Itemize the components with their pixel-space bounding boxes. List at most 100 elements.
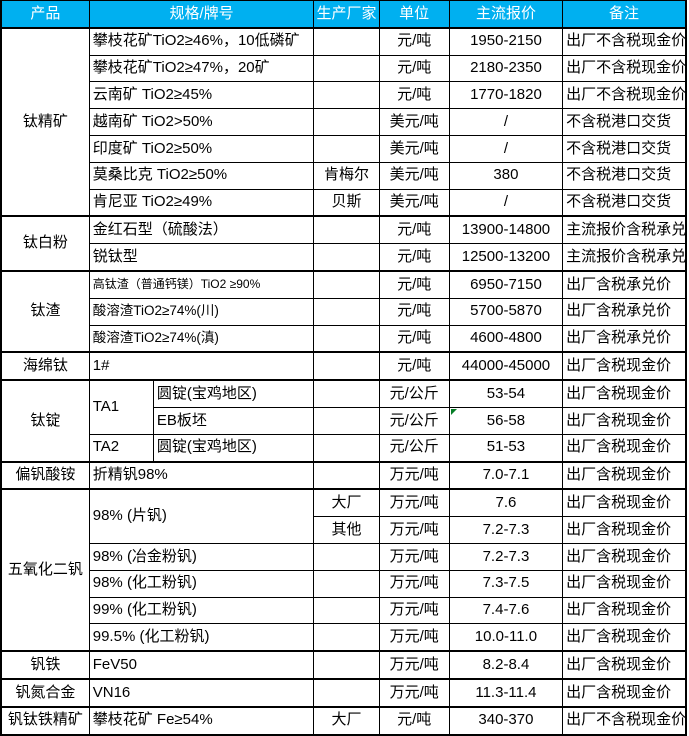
manufacturer-cell: 其他 <box>313 516 380 544</box>
spec-cell: 98% (化工粉钒) <box>88 569 315 598</box>
product-cell: 钛锭 <box>0 379 90 463</box>
price-cell: / <box>448 108 564 136</box>
spec-cell: 98% (片钒) <box>88 488 315 544</box>
note-cell: 出厂含税现金价 <box>562 516 687 544</box>
note-cell: 出厂含税承兑价 <box>562 324 687 353</box>
product-cell: 偏钒酸铵 <box>0 460 90 490</box>
price-cell: 6950-7150 <box>448 269 564 299</box>
unit-cell: 元/吨 <box>378 297 450 326</box>
unit-cell: 元/吨 <box>378 705 450 736</box>
unit-cell: 万元/吨 <box>378 542 450 571</box>
manufacturer-cell <box>313 134 380 163</box>
unit-cell: 元/吨 <box>378 243 450 272</box>
unit-cell: 元/吨 <box>378 324 450 353</box>
manufacturer-cell: 大厂 <box>313 488 380 518</box>
unit-cell: 元/吨 <box>378 81 450 110</box>
spec-cell: 攀枝花矿TiO2≥46%，10低磷矿 <box>88 27 315 56</box>
note-cell: 出厂含税现金价 <box>562 569 687 598</box>
manufacturer-cell <box>313 81 380 110</box>
spec-cell: 高钛渣（普通钙镁）TiO2 ≥90% <box>88 269 315 299</box>
manufacturer-cell <box>313 406 380 435</box>
manufacturer-cell <box>313 351 380 381</box>
spec-cell: 金红石型（硫酸法） <box>88 215 315 245</box>
product-cell: 钒铁 <box>0 650 90 680</box>
form-cell: 圆锭(宝鸡地区) <box>152 433 315 463</box>
table-row: 越南矿 TiO2>50% 美元/吨 / 不含税港口交货 <box>1 108 687 136</box>
manufacturer-cell <box>313 650 380 680</box>
note-cell: 主流报价含税承兑 <box>562 243 687 272</box>
table-row: 钛精矿 攀枝花矿TiO2≥46%，10低磷矿 元/吨 1950-2150 出厂不… <box>0 27 687 217</box>
table-row: 钛白粉 金红石型（硫酸法） 元/吨 13900-14800 主流报价含税承兑 <box>0 215 687 272</box>
price-cell: 7.6 <box>448 488 564 518</box>
note-cell: 出厂含税现金价 <box>562 650 687 680</box>
price-cell: 340-370 <box>448 705 564 736</box>
note-cell: 不含税港口交货 <box>562 134 687 163</box>
manufacturer-cell <box>313 54 380 83</box>
table-row: 云南矿 TiO2≥45% 元/吨 1770-1820 出厂不含税现金价 <box>1 81 687 110</box>
note-cell: 出厂不含税现金价 <box>562 81 687 110</box>
note-cell: 出厂含税现金价 <box>562 596 687 625</box>
table-row: 98% (冶金粉钒) 万元/吨 7.2-7.3 出厂含税现金价 <box>1 542 687 571</box>
spec-cell: FeV50 <box>88 650 315 680</box>
unit-cell: 元/吨 <box>378 27 450 56</box>
manufacturer-cell <box>313 379 380 408</box>
spec-cell: 99.5% (化工粉钒) <box>88 623 315 652</box>
note-cell: 出厂不含税现金价 <box>562 27 687 56</box>
table-row: 99.5% (化工粉钒) 万元/吨 10.0-11.0 出厂含税现金价 <box>1 623 687 652</box>
spec-cell: 99% (化工粉钒) <box>88 596 315 625</box>
table-row: 偏钒酸铵 折精钒98% 万元/吨 7.0-7.1 出厂含税现金价 <box>0 460 687 490</box>
manufacturer-cell <box>313 460 380 490</box>
manufacturer-cell <box>313 108 380 136</box>
product-cell: 钒氮合金 <box>0 677 90 708</box>
spec-cell: 越南矿 TiO2>50% <box>88 108 315 136</box>
manufacturer-cell <box>313 269 380 299</box>
col-header-note: 备注 <box>562 0 687 29</box>
price-cell: 11.3-11.4 <box>448 677 564 708</box>
table-row: 酸溶渣TiO2≥74%(滇) 元/吨 4600-4800 出厂含税承兑价 <box>1 324 687 353</box>
price-cell: 7.2-7.3 <box>448 542 564 571</box>
price-value: 56-58 <box>486 411 526 429</box>
price-cell: 13900-14800 <box>448 215 564 245</box>
col-header-price: 主流报价 <box>448 0 564 29</box>
unit-cell: 美元/吨 <box>378 161 450 190</box>
col-header-spec: 规格/牌号 <box>88 0 315 29</box>
product-cell: 钛渣 <box>0 269 90 353</box>
manufacturer-cell: 贝斯 <box>313 188 380 217</box>
price-cell: 4600-4800 <box>448 324 564 353</box>
manufacturer-cell <box>313 324 380 353</box>
manufacturer-cell <box>313 542 380 571</box>
unit-cell: 万元/吨 <box>378 677 450 708</box>
unit-cell: 美元/吨 <box>378 108 450 136</box>
spec-cell: 酸溶渣TiO2≥74%(川) <box>88 297 315 326</box>
manufacturer-cell: 肯梅尔 <box>313 161 380 190</box>
spec-cell: VN16 <box>88 677 315 708</box>
table-row: 五氧化二钒 98% (片钒) 大厂 万元/吨 7.6 出厂含税现金价 <box>0 488 687 652</box>
table-row: 钒铁 FeV50 万元/吨 8.2-8.4 出厂含税现金价 <box>0 650 687 680</box>
unit-cell: 美元/吨 <box>378 188 450 217</box>
spec-cell: 折精钒98% <box>88 460 315 490</box>
table-row: 肯尼亚 TiO2≥49% 贝斯 美元/吨 / 不含税港口交货 <box>1 188 687 217</box>
spec-cell: 云南矿 TiO2≥45% <box>88 81 315 110</box>
unit-cell: 万元/吨 <box>378 650 450 680</box>
col-header-product: 产品 <box>0 0 90 29</box>
price-cell: 7.2-7.3 <box>448 516 564 544</box>
product-cell: 海绵钛 <box>0 351 90 381</box>
note-cell: 不含税港口交货 <box>562 108 687 136</box>
table-row: 钛锭 TA1 圆锭(宝鸡地区) 元/公斤 53-54 出厂含税现金价 <box>0 379 687 463</box>
price-cell: 44000-45000 <box>448 351 564 381</box>
table-row: 酸溶渣TiO2≥74%(川) 元/吨 5700-5870 出厂含税承兑价 <box>1 297 687 326</box>
note-cell: 出厂含税承兑价 <box>562 297 687 326</box>
spec-cell: 1# <box>88 351 315 381</box>
price-cell: 2180-2350 <box>448 54 564 83</box>
manufacturer-cell <box>313 27 380 56</box>
price-cell: 10.0-11.0 <box>448 623 564 652</box>
spec-cell: 锐钛型 <box>88 243 315 272</box>
manufacturer-cell <box>313 297 380 326</box>
price-cell: 380 <box>448 161 564 190</box>
spec-cell: 印度矿 TiO2≥50% <box>88 134 315 163</box>
table-row: 99% (化工粉钒) 万元/吨 7.4-7.6 出厂含税现金价 <box>1 596 687 625</box>
unit-cell: 万元/吨 <box>378 488 450 518</box>
manufacturer-cell <box>313 677 380 708</box>
table-row: TA2 圆锭(宝鸡地区) 元/公斤 51-53 出厂含税现金价 <box>1 433 687 463</box>
manufacturer-cell <box>313 243 380 272</box>
